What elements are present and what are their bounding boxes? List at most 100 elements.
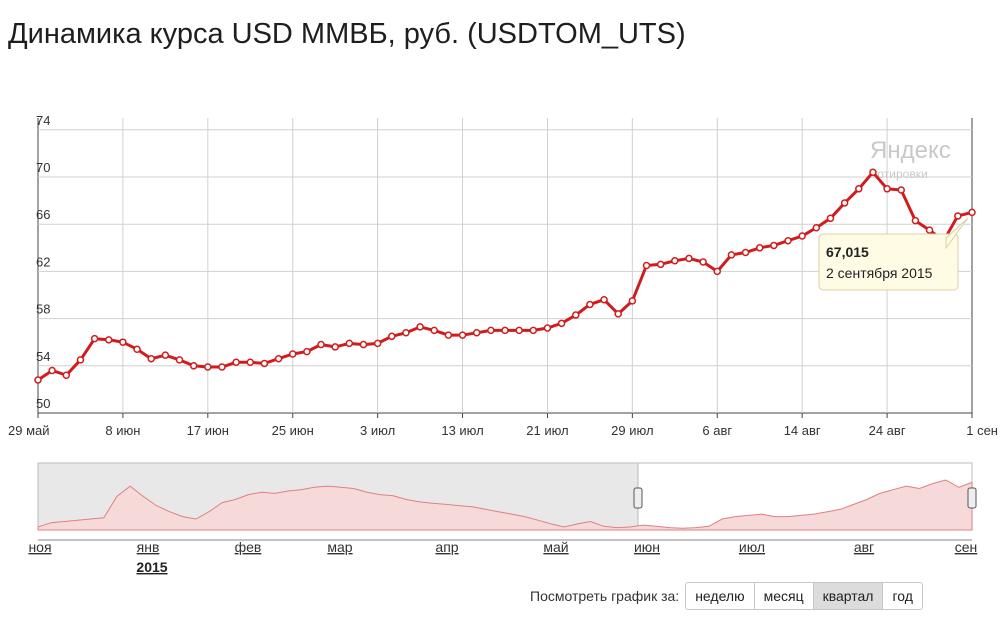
data-point (48, 366, 56, 375)
data-point (218, 363, 226, 371)
y-tick-label: 70 (36, 160, 50, 175)
data-point (911, 216, 920, 225)
x-tick-label: 17 июн (187, 423, 229, 438)
data-point (303, 347, 311, 356)
data-point (90, 334, 99, 343)
data-point (685, 254, 693, 263)
data-point (331, 343, 339, 351)
x-tick-label: 29 май (8, 423, 50, 438)
data-point (713, 267, 722, 276)
data-point (34, 376, 42, 384)
data-point (147, 354, 155, 363)
x-tick-label: 29 июл (611, 423, 653, 438)
data-point (458, 331, 467, 339)
data-point (189, 362, 198, 370)
data-point (656, 260, 665, 269)
data-point (402, 329, 410, 337)
navigator-month-label[interactable]: фев (235, 539, 262, 555)
x-tick-label: 6 авг (702, 423, 732, 438)
navigator-right-handle[interactable] (967, 487, 977, 509)
tooltip-box (818, 233, 959, 291)
period-month-button[interactable]: месяц (754, 582, 814, 610)
navigator-month-label[interactable]: янв (137, 539, 160, 555)
watermark-yandex: Яндекс (870, 137, 951, 164)
data-point (472, 329, 481, 337)
navigator-month-label[interactable]: мар (327, 539, 352, 555)
period-quarter-button[interactable]: квартал (813, 582, 884, 610)
data-point (175, 356, 184, 364)
data-point (671, 257, 679, 265)
data-point (246, 358, 255, 367)
data-point (925, 226, 934, 234)
x-tick-label: 13 июл (441, 423, 483, 438)
tooltip-date: 2 сентября 2015 (826, 265, 933, 281)
data-point (105, 336, 113, 344)
data-point (317, 340, 325, 349)
period-selector-label: Посмотреть график за: (530, 588, 680, 604)
data-point (345, 339, 354, 348)
x-axis-labels: 29 май 8 июн 17 июн 25 июн 3 июл 13 июл 21 июл… (8, 423, 998, 438)
data-point (232, 358, 240, 367)
period-week-button[interactable]: неделю (685, 582, 755, 610)
period-selector: Посмотреть график за: неделю месяц кварт… (530, 582, 923, 610)
data-point (161, 351, 170, 359)
data-point (798, 232, 806, 240)
tooltip-arrow (945, 217, 969, 250)
data-point (274, 354, 283, 363)
navigator-month-label[interactable]: июн (634, 539, 660, 555)
series-points (34, 168, 976, 384)
navigator-area (37, 479, 973, 531)
data-point (204, 363, 212, 371)
x-tick-label: 25 июн (272, 423, 314, 438)
x-tick-label: 3 июл (360, 423, 395, 438)
y-tick-label: 74 (36, 113, 50, 128)
x-tick-label: 14 авг (784, 423, 821, 438)
navigator-month-label[interactable]: сен (955, 539, 978, 555)
x-tick-label: 21 июл (526, 423, 568, 438)
data-point (515, 326, 523, 335)
x-tick-label: 24 авг (869, 423, 906, 438)
data-point (840, 199, 849, 207)
data-point (430, 326, 438, 335)
chart: 74 70 66 62 58 54 50 29 май 8 июн 17 июн 25 июн 3 … (8, 113, 998, 575)
data-point (954, 212, 962, 220)
data-point (600, 295, 608, 304)
data-point (770, 241, 778, 250)
data-point (572, 311, 580, 319)
data-point (288, 350, 297, 358)
data-point (755, 244, 764, 252)
data-point (543, 324, 552, 332)
data-point (642, 261, 651, 270)
y-axis-labels: 74 70 66 62 58 54 50 (36, 113, 50, 411)
data-point (62, 371, 71, 379)
data-point (812, 223, 821, 232)
data-point (76, 356, 85, 364)
data-point (487, 326, 495, 335)
period-year-button[interactable]: год (883, 582, 923, 610)
navigator: ноя янв фев мар апр май июн июл авг сен 2015 (28, 462, 978, 575)
data-point (260, 359, 269, 368)
navigator-month-label[interactable]: ноя (28, 539, 51, 555)
y-tick-label: 50 (36, 396, 50, 411)
data-point (869, 168, 877, 177)
navigator-left-handle[interactable] (633, 487, 643, 509)
navigator-month-label[interactable]: апр (435, 539, 458, 555)
navigator-year-label: 2015 (136, 559, 167, 575)
data-point (741, 248, 750, 257)
data-point (784, 236, 792, 245)
data-point (826, 214, 835, 223)
data-point (133, 345, 141, 354)
y-tick-label: 58 (36, 302, 50, 317)
data-point (855, 185, 863, 193)
navigator-month-label[interactable]: май (543, 539, 568, 555)
data-point (699, 258, 707, 266)
data-point (557, 319, 566, 328)
y-tick-label: 66 (36, 207, 50, 222)
data-point (119, 338, 127, 346)
navigator-month-label[interactable]: авг (854, 539, 874, 555)
data-point (416, 323, 424, 331)
data-point (529, 326, 538, 335)
data-point (968, 208, 976, 217)
tooltip: 67,015 2 сентября 2015 (818, 217, 969, 291)
navigator-month-label[interactable]: июл (739, 539, 765, 555)
